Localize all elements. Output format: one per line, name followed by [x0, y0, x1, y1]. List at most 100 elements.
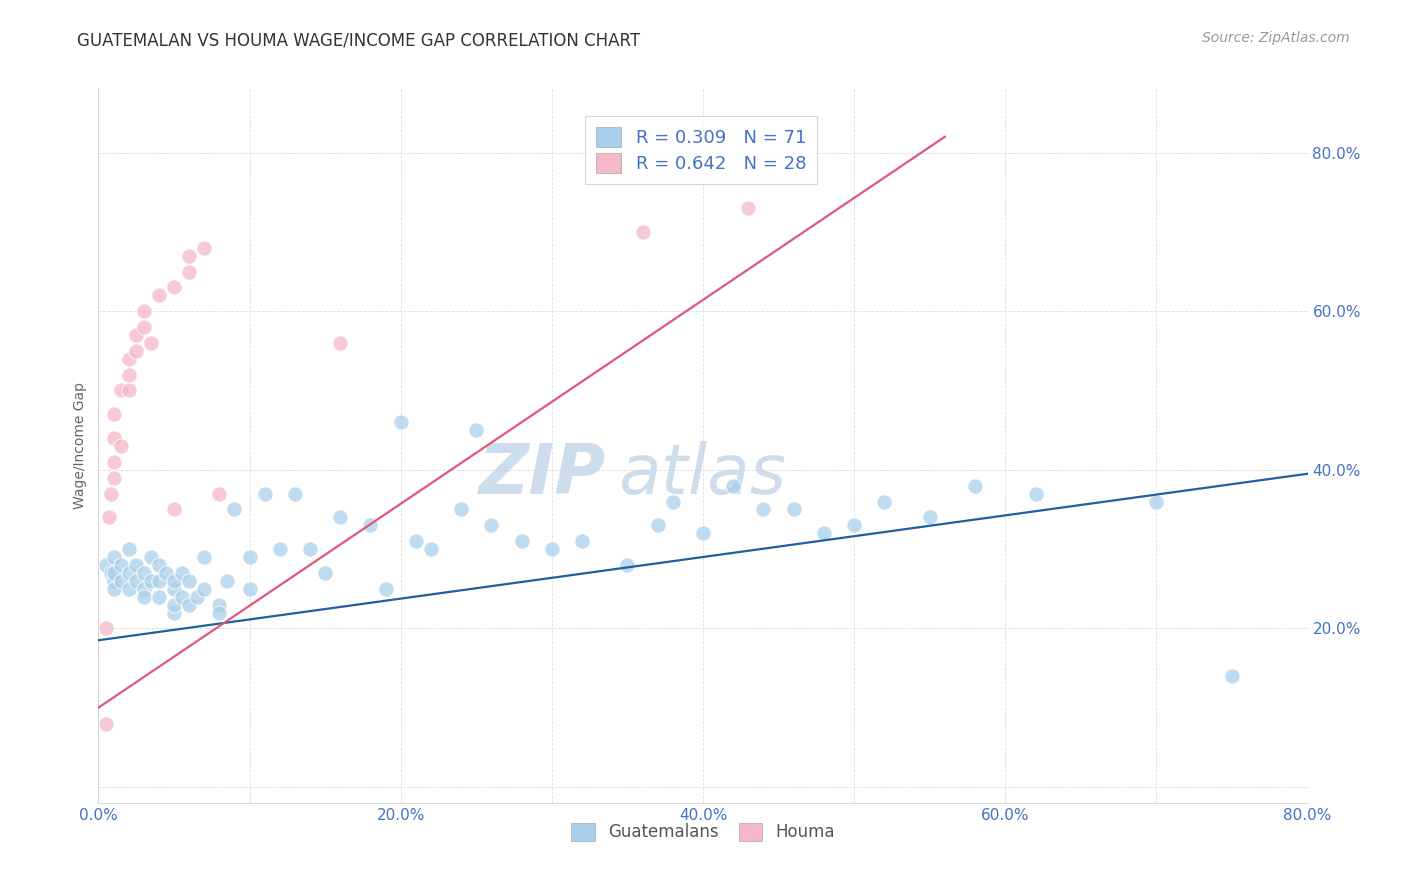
Point [1024, 486, 1046, 500]
Point [132, 582, 155, 596]
Point [752, 502, 775, 516]
Point [314, 566, 336, 580]
Point [239, 582, 262, 596]
Point [208, 606, 231, 620]
Point [132, 304, 155, 318]
Legend: Guatemalans, Houma: Guatemalans, Houma [565, 816, 841, 848]
Point [141, 574, 163, 588]
Point [132, 320, 155, 334]
Point [148, 288, 170, 302]
Point [389, 415, 412, 429]
Text: ZIP: ZIP [479, 441, 606, 508]
Point [284, 486, 307, 500]
Point [148, 574, 170, 588]
Point [329, 335, 352, 350]
Point [193, 549, 215, 564]
Point [737, 201, 759, 215]
Point [94, 716, 117, 731]
Point [125, 574, 148, 588]
Point [844, 518, 866, 533]
Point [141, 549, 163, 564]
Point [186, 590, 208, 604]
Point [193, 582, 215, 596]
Point [94, 621, 117, 635]
Point [110, 439, 132, 453]
Point [132, 566, 155, 580]
Point [329, 510, 352, 524]
Point [1220, 669, 1243, 683]
Point [170, 566, 193, 580]
Point [118, 582, 141, 596]
Point [193, 241, 215, 255]
Point [125, 558, 148, 572]
Point [163, 582, 186, 596]
Point [450, 502, 472, 516]
Point [163, 598, 186, 612]
Point [631, 225, 654, 239]
Point [103, 549, 125, 564]
Point [163, 280, 186, 294]
Point [110, 574, 132, 588]
Point [125, 343, 148, 358]
Point [148, 590, 170, 604]
Point [155, 566, 177, 580]
Point [215, 574, 238, 588]
Point [465, 423, 488, 437]
Point [239, 549, 262, 564]
Point [360, 518, 382, 533]
Point [208, 598, 231, 612]
Point [661, 494, 683, 508]
Point [103, 455, 125, 469]
Point [163, 574, 186, 588]
Point [103, 471, 125, 485]
Point [170, 590, 193, 604]
Point [141, 335, 163, 350]
Point [98, 510, 121, 524]
Point [179, 574, 201, 588]
Point [110, 558, 132, 572]
Point [118, 368, 141, 382]
Text: Source: ZipAtlas.com: Source: ZipAtlas.com [1202, 31, 1350, 45]
Point [103, 582, 125, 596]
Point [110, 384, 132, 398]
Point [783, 502, 806, 516]
Point [253, 486, 276, 500]
Point [723, 478, 745, 492]
Text: GUATEMALAN VS HOUMA WAGE/INCOME GAP CORRELATION CHART: GUATEMALAN VS HOUMA WAGE/INCOME GAP CORR… [77, 31, 641, 49]
Point [103, 574, 125, 588]
Point [100, 566, 122, 580]
Point [269, 542, 291, 557]
Point [103, 566, 125, 580]
Point [100, 486, 122, 500]
Point [540, 542, 562, 557]
Point [132, 590, 155, 604]
Point [125, 328, 148, 343]
Point [118, 384, 141, 398]
Point [873, 494, 896, 508]
Text: atlas: atlas [619, 441, 786, 508]
Point [224, 502, 246, 516]
Point [510, 534, 533, 549]
Point [118, 542, 141, 557]
Point [374, 582, 396, 596]
Point [118, 351, 141, 366]
Point [94, 558, 117, 572]
Point [813, 526, 835, 541]
Point [103, 407, 125, 421]
Point [1144, 494, 1167, 508]
Point [405, 534, 427, 549]
Point [965, 478, 987, 492]
Point [616, 558, 638, 572]
Point [692, 526, 714, 541]
Point [420, 542, 443, 557]
Point [647, 518, 669, 533]
Point [179, 598, 201, 612]
Point [299, 542, 322, 557]
Point [179, 264, 201, 278]
Point [208, 486, 231, 500]
Point [918, 510, 941, 524]
Point [148, 558, 170, 572]
Point [103, 431, 125, 445]
Point [118, 566, 141, 580]
Point [481, 518, 503, 533]
